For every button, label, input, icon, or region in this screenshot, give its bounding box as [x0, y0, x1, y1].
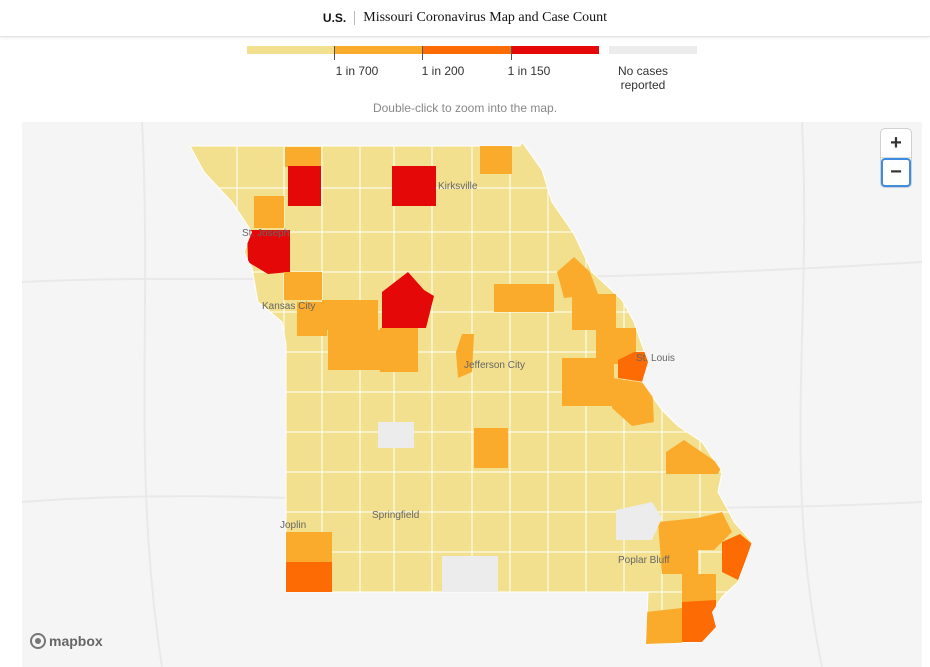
- legend-label-150: 1 in 150: [507, 64, 551, 78]
- mapbox-attribution[interactable]: mapbox: [30, 633, 103, 649]
- county-severe[interactable]: [392, 166, 436, 206]
- city-label-poplar-bluff: Poplar Bluff: [618, 555, 670, 566]
- legend-label-no-cases: No cases reported: [617, 64, 669, 92]
- county-high[interactable]: [572, 294, 616, 330]
- missouri-map: St. Joseph Kirksville Kansas City Jeffer…: [22, 122, 922, 667]
- section-link[interactable]: U.S.: [322, 11, 347, 25]
- mapbox-logo-icon: [30, 633, 46, 649]
- county-high[interactable]: [698, 512, 732, 550]
- county-high[interactable]: [562, 358, 614, 406]
- legend-label-200: 1 in 200: [421, 64, 465, 78]
- county-severe[interactable]: [247, 230, 290, 274]
- city-label-st-joseph: St. Joseph: [242, 228, 289, 239]
- county-high[interactable]: [286, 532, 332, 562]
- city-label-springfield: Springfield: [372, 510, 419, 521]
- city-label-kirksville: Kirksville: [438, 181, 478, 192]
- city-label-kansas-city: Kansas City: [262, 301, 315, 312]
- zoom-controls: + −: [881, 129, 911, 187]
- county-no-cases[interactable]: [616, 502, 662, 540]
- legend-tick: [334, 46, 335, 60]
- city-label-st-louis: St. Louis: [636, 353, 675, 364]
- map-legend: 1 in 700 1 in 200 1 in 150 No cases repo…: [0, 0, 930, 100]
- legend-tick: [511, 46, 512, 60]
- county-no-cases[interactable]: [378, 422, 414, 448]
- legend-bin-1: [334, 46, 422, 54]
- zoom-in-button[interactable]: +: [881, 129, 911, 158]
- county-high[interactable]: [494, 284, 554, 312]
- county-severe[interactable]: [382, 272, 434, 328]
- county-high[interactable]: [285, 147, 321, 167]
- county-high[interactable]: [646, 608, 682, 644]
- county-high[interactable]: [328, 330, 380, 370]
- page-header: U.S. Missouri Coronavirus Map and Case C…: [0, 0, 930, 37]
- legend-bin-3: [511, 46, 599, 54]
- city-label-joplin: Joplin: [280, 520, 306, 531]
- county-high[interactable]: [254, 196, 284, 228]
- county-very-high[interactable]: [722, 534, 752, 580]
- zoom-out-button[interactable]: −: [881, 158, 911, 187]
- county-no-cases[interactable]: [442, 556, 498, 592]
- county-high[interactable]: [284, 272, 322, 300]
- county-very-high[interactable]: [682, 600, 716, 642]
- county-high[interactable]: [658, 518, 698, 574]
- city-labels: St. Joseph Kirksville Kansas City Jeffer…: [242, 181, 675, 566]
- map-canvas[interactable]: St. Joseph Kirksville Kansas City Jeffer…: [22, 122, 922, 667]
- county-high[interactable]: [322, 300, 378, 330]
- county-severe-st-louis[interactable]: [648, 344, 662, 384]
- header-divider: [354, 11, 356, 25]
- legend-bin-0: [247, 46, 334, 54]
- county-layer: [190, 142, 752, 644]
- county-high[interactable]: [666, 440, 722, 474]
- county-severe[interactable]: [288, 166, 321, 206]
- legend-tick: [422, 46, 423, 60]
- county-high[interactable]: [474, 428, 508, 468]
- city-label-jefferson-city: Jefferson City: [464, 360, 525, 371]
- zoom-hint: Double-click to zoom into the map.: [372, 101, 558, 115]
- county-very-high[interactable]: [286, 562, 332, 592]
- county-high[interactable]: [380, 328, 418, 372]
- page-title: Missouri Coronavirus Map and Case Count: [363, 10, 608, 25]
- county-high[interactable]: [480, 142, 512, 174]
- legend-no-cases-swatch: [609, 46, 697, 54]
- county-high[interactable]: [612, 378, 654, 426]
- county-high[interactable]: [456, 334, 474, 378]
- county-high[interactable]: [557, 257, 598, 298]
- legend-bin-2: [422, 46, 511, 54]
- legend-label-700: 1 in 700: [335, 64, 379, 78]
- mapbox-wordmark: mapbox: [49, 633, 103, 649]
